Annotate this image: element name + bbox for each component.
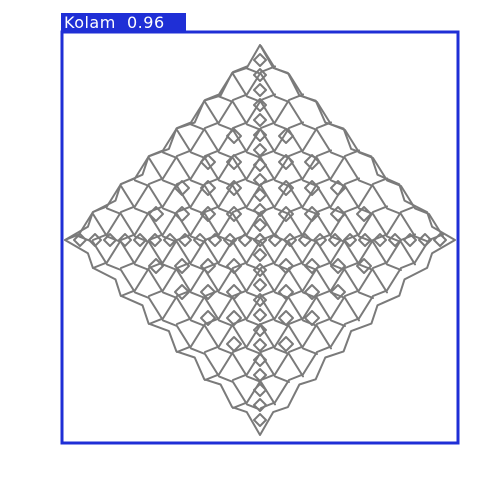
kolam-loop bbox=[278, 128, 294, 144]
kolam-loop bbox=[253, 293, 267, 307]
kolam-loop bbox=[253, 173, 267, 187]
kolam-loop bbox=[278, 284, 294, 300]
kolam-loop bbox=[278, 206, 294, 222]
kolam-loop bbox=[148, 233, 162, 247]
kolam-loop bbox=[253, 218, 267, 232]
kolam-loop bbox=[226, 180, 242, 196]
kolam-loop bbox=[304, 154, 320, 170]
kolam-loop bbox=[226, 336, 242, 352]
kolam-loop bbox=[73, 233, 87, 247]
kolam-loop bbox=[278, 258, 294, 274]
kolam-loop bbox=[253, 158, 267, 172]
detection-confidence: 0.96 bbox=[127, 13, 165, 32]
kolam-loop bbox=[330, 284, 346, 300]
kolam-loop bbox=[208, 233, 222, 247]
detection-label-background bbox=[61, 13, 186, 33]
kolam-loop bbox=[200, 310, 216, 326]
kolam-loop bbox=[253, 98, 267, 112]
kolam-loop bbox=[403, 233, 417, 247]
kolam-loop bbox=[253, 413, 267, 427]
kolam-loop bbox=[304, 258, 320, 274]
kolam-loop bbox=[328, 233, 342, 247]
kolam-loop bbox=[253, 188, 267, 202]
kolam-loop bbox=[200, 206, 216, 222]
kolam-loop bbox=[193, 233, 207, 247]
kolam-loop bbox=[253, 368, 267, 382]
kolam-loop bbox=[330, 180, 346, 196]
kolam-loop bbox=[373, 233, 387, 247]
kolam-loop bbox=[253, 398, 267, 412]
kolam-loop bbox=[253, 323, 267, 337]
kolam-loop bbox=[200, 284, 216, 300]
kolam-loop bbox=[174, 258, 190, 274]
kolam-loop bbox=[304, 310, 320, 326]
kolam-loop bbox=[278, 310, 294, 326]
kolam-loop bbox=[253, 353, 267, 367]
kolam-loop bbox=[226, 258, 242, 274]
kolam-loop bbox=[330, 206, 346, 222]
kolam-loop bbox=[226, 128, 242, 144]
detection-bounding-box bbox=[60, 30, 460, 445]
kolam-loop bbox=[253, 308, 267, 322]
kolam-loop bbox=[253, 68, 267, 82]
kolam-loop bbox=[283, 233, 297, 247]
kolam-loop bbox=[356, 206, 372, 222]
detection-class-label: Kolam bbox=[64, 13, 116, 32]
kolam-loop bbox=[418, 233, 432, 247]
kolam-loop bbox=[343, 233, 357, 247]
kolam-loop bbox=[223, 233, 237, 247]
kolam-loop bbox=[174, 206, 190, 222]
kolam-loop bbox=[268, 233, 282, 247]
kolam-loop bbox=[304, 206, 320, 222]
kolam-loop bbox=[174, 284, 190, 300]
kolam-loop bbox=[388, 233, 402, 247]
kolam-loop bbox=[226, 310, 242, 326]
kolam-loop bbox=[278, 336, 294, 352]
kolam-loop bbox=[178, 233, 192, 247]
kolam-loop bbox=[298, 233, 312, 247]
kolam-loop bbox=[253, 278, 267, 292]
kolam-outer-border bbox=[64, 44, 456, 436]
kolam-loop bbox=[174, 180, 190, 196]
kolam-loop bbox=[238, 233, 252, 247]
kolam-loop bbox=[88, 233, 102, 247]
kolam-loop bbox=[118, 233, 132, 247]
kolam-loop bbox=[148, 206, 164, 222]
kolam-loop bbox=[253, 53, 267, 67]
kolam-loop bbox=[253, 203, 267, 217]
kolam-loop bbox=[358, 233, 372, 247]
kolam-loop bbox=[103, 233, 117, 247]
kolam-loop bbox=[226, 154, 242, 170]
kolam-loop bbox=[200, 258, 216, 274]
kolam-loop bbox=[148, 258, 164, 274]
kolam-loop bbox=[200, 154, 216, 170]
kolam-loop bbox=[356, 258, 372, 274]
kolam-loop bbox=[163, 233, 177, 247]
kolam-loop bbox=[253, 263, 267, 277]
kolam-loop bbox=[313, 233, 327, 247]
kolam-loop bbox=[253, 113, 267, 127]
kolam-loop bbox=[253, 83, 267, 97]
kolam-loop bbox=[253, 233, 267, 247]
kolam-loop bbox=[304, 284, 320, 300]
kolam-loop bbox=[253, 338, 267, 352]
kolam-loop bbox=[200, 180, 216, 196]
kolam-loop bbox=[253, 128, 267, 142]
kolam-loop bbox=[253, 248, 267, 262]
kolam-pattern bbox=[64, 44, 456, 436]
kolam-loop bbox=[433, 233, 447, 247]
kolam-loop bbox=[330, 258, 346, 274]
kolam-loop bbox=[278, 154, 294, 170]
kolam-loop bbox=[253, 143, 267, 157]
detection-label: Kolam 0.96 bbox=[61, 13, 168, 33]
kolam-loop bbox=[304, 180, 320, 196]
kolam-loop bbox=[133, 233, 147, 247]
kolam-loop bbox=[226, 206, 242, 222]
kolam-loop bbox=[278, 180, 294, 196]
kolam-loop bbox=[226, 284, 242, 300]
kolam-loop bbox=[253, 383, 267, 397]
